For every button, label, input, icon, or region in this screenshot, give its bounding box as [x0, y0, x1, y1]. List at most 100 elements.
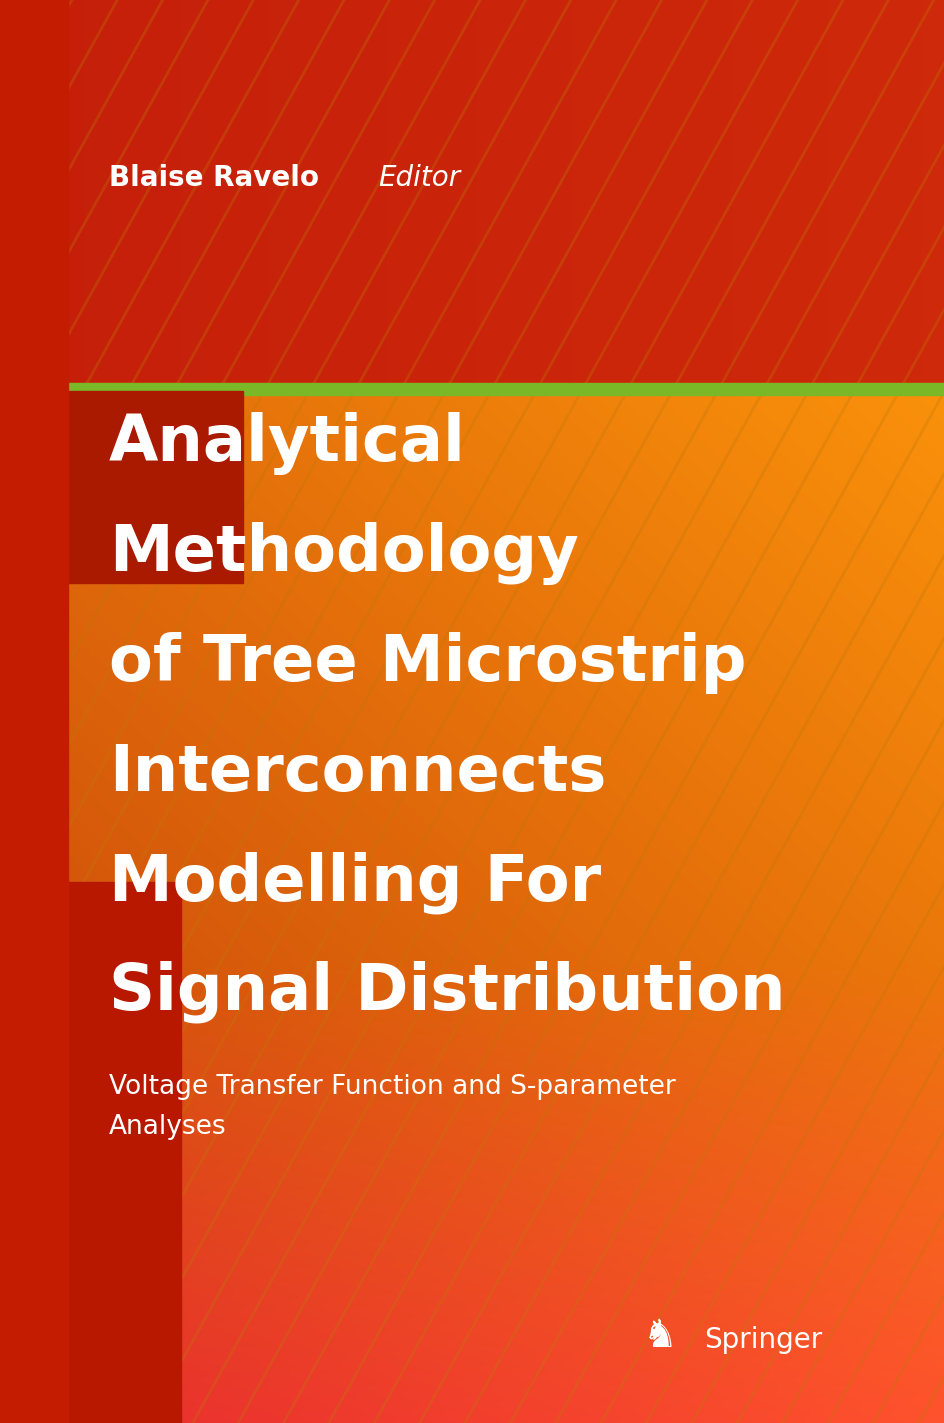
Bar — [222, 0, 227, 391]
Bar — [599, 0, 604, 391]
Bar — [392, 0, 396, 391]
Bar — [142, 0, 146, 391]
Bar — [609, 0, 614, 391]
Bar — [817, 0, 821, 391]
Bar — [146, 0, 151, 391]
Bar — [448, 0, 453, 391]
Bar — [878, 0, 883, 391]
Bar — [278, 0, 283, 391]
Bar — [363, 0, 368, 391]
Bar — [831, 0, 835, 391]
Bar — [80, 0, 85, 391]
Bar — [42, 0, 47, 391]
Bar — [57, 0, 61, 391]
Bar — [538, 0, 543, 391]
Bar — [755, 0, 760, 391]
Bar — [340, 0, 345, 391]
Bar — [24, 0, 28, 391]
Bar — [576, 0, 581, 391]
Bar — [477, 0, 481, 391]
Bar — [160, 0, 165, 391]
Text: Modelling For: Modelling For — [109, 851, 600, 914]
Bar — [854, 0, 859, 391]
Bar — [548, 0, 552, 391]
Bar — [5, 0, 9, 391]
Bar — [439, 0, 444, 391]
Bar — [505, 0, 510, 391]
Text: Blaise Ravelo: Blaise Ravelo — [109, 164, 318, 192]
Bar — [293, 0, 297, 391]
Bar — [628, 0, 632, 391]
Bar — [170, 0, 175, 391]
Bar — [562, 0, 566, 391]
Bar — [312, 0, 316, 391]
Bar — [378, 0, 382, 391]
Bar — [632, 0, 637, 391]
Bar — [0, 0, 68, 1423]
Bar — [529, 0, 533, 391]
Bar — [750, 0, 755, 391]
Bar — [198, 0, 203, 391]
Text: Analytical: Analytical — [109, 413, 465, 475]
Bar — [812, 0, 817, 391]
Bar — [826, 0, 831, 391]
Bar — [642, 0, 647, 391]
Bar — [510, 0, 514, 391]
Bar — [486, 0, 491, 391]
Bar — [793, 0, 798, 391]
Bar — [28, 0, 33, 391]
Bar — [713, 0, 717, 391]
Bar — [788, 0, 793, 391]
Bar — [175, 0, 179, 391]
Bar — [585, 0, 590, 391]
Bar — [472, 0, 477, 391]
Bar — [666, 0, 670, 391]
Bar — [543, 0, 548, 391]
Bar — [571, 0, 576, 391]
Bar — [151, 0, 156, 391]
Bar — [231, 0, 236, 391]
Bar — [387, 0, 392, 391]
Bar — [519, 0, 524, 391]
Bar — [401, 0, 406, 391]
Bar — [779, 0, 784, 391]
Bar — [845, 0, 850, 391]
Bar — [368, 0, 373, 391]
Bar — [99, 0, 104, 391]
Bar — [453, 0, 458, 391]
Bar — [835, 0, 840, 391]
Bar — [935, 0, 939, 391]
Bar — [661, 0, 666, 391]
Bar — [208, 0, 212, 391]
Bar — [411, 0, 415, 391]
Bar — [618, 0, 623, 391]
Bar — [552, 0, 557, 391]
Bar — [269, 0, 274, 391]
Bar — [581, 0, 585, 391]
Bar — [288, 0, 293, 391]
Bar — [156, 0, 160, 391]
Bar — [708, 0, 713, 391]
Bar — [354, 0, 359, 391]
Bar — [722, 0, 727, 391]
Text: Signal Distribution: Signal Distribution — [109, 961, 784, 1023]
Bar — [784, 0, 788, 391]
Bar — [736, 0, 741, 391]
Bar — [9, 0, 14, 391]
Bar — [255, 0, 260, 391]
Text: Springer: Springer — [703, 1326, 821, 1355]
Bar — [533, 0, 538, 391]
Bar — [916, 0, 920, 391]
Bar — [902, 0, 906, 391]
Text: Methodology: Methodology — [109, 522, 578, 585]
Bar — [637, 0, 642, 391]
Bar — [496, 0, 500, 391]
Bar — [382, 0, 387, 391]
Bar — [415, 0, 420, 391]
Bar — [203, 0, 208, 391]
Bar — [727, 0, 732, 391]
Bar — [614, 0, 618, 391]
Bar — [699, 0, 703, 391]
Text: of Tree Microstrip: of Tree Microstrip — [109, 632, 746, 694]
Bar — [227, 0, 231, 391]
